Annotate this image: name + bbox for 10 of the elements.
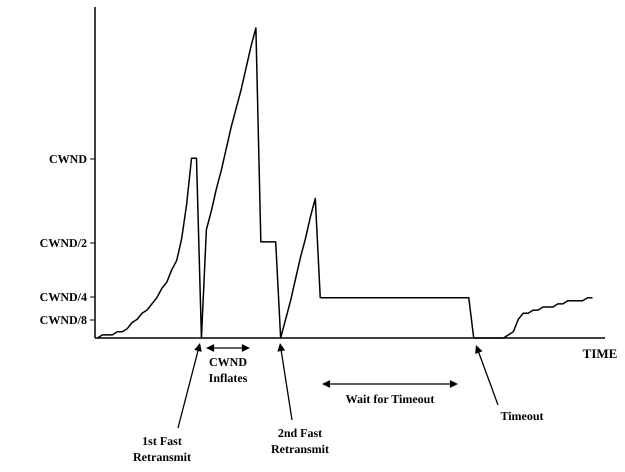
- text: CWND: [49, 152, 88, 166]
- text: Wait for Timeout: [346, 392, 434, 406]
- x-axis-title: TIME: [582, 346, 618, 361]
- text: 2nd Fast Retransmit: [271, 426, 329, 456]
- text: CWND Inflates: [208, 355, 248, 385]
- text: CWND/8: [40, 313, 87, 328]
- text: CWND/2: [40, 236, 87, 250]
- text: 1st Fast Retransmit: [133, 434, 191, 464]
- text: Timeout: [500, 409, 544, 423]
- text: CWND/4: [40, 290, 87, 304]
